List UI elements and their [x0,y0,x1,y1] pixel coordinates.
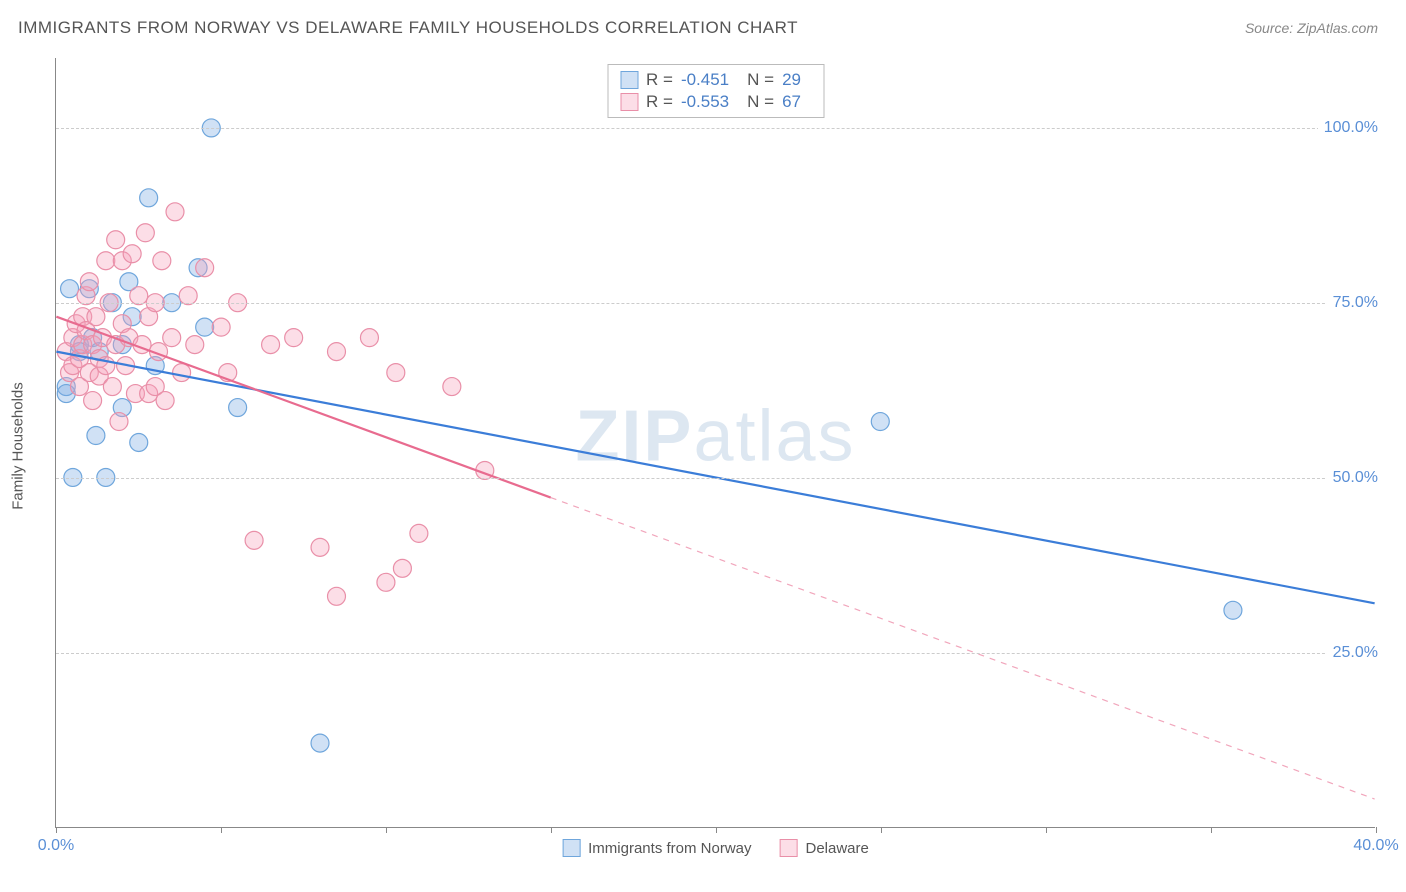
gridline [56,303,1375,304]
scatter-point [328,343,346,361]
scatter-point [61,280,79,298]
legend-label: Immigrants from Norway [588,840,751,857]
stats-row: R = -0.451 N = 29 [620,69,811,91]
scatter-point [328,587,346,605]
scatter-point [245,531,263,549]
x-tick [1046,827,1047,833]
y-tick-label: 25.0% [1327,644,1378,662]
stat-n-value: 29 [782,70,801,90]
stats-legend: R = -0.451 N = 29 R = -0.553 N = 67 [607,64,824,118]
scatter-point [110,413,128,431]
scatter-point [173,364,191,382]
y-tick-label: 50.0% [1327,469,1378,487]
scatter-point [285,329,303,347]
y-tick-label: 100.0% [1318,119,1378,137]
stat-label: R = [646,92,673,112]
scatter-point [103,378,121,396]
gridline [56,478,1375,479]
legend-swatch [779,839,797,857]
scatter-point [196,259,214,277]
scatter-point [87,308,105,326]
stat-label: N = [747,70,774,90]
scatter-point [871,413,889,431]
scatter-point [229,399,247,417]
scatter-point [377,573,395,591]
scatter-point [153,252,171,270]
stat-label: N = [747,92,774,112]
scatter-point [1224,601,1242,619]
scatter-point [360,329,378,347]
series-legend: Immigrants from Norway Delaware [562,839,869,857]
x-tick-label: 0.0% [38,837,74,855]
scatter-point [130,287,148,305]
scatter-point [166,203,184,221]
stat-n-value: 67 [782,92,801,112]
chart-title: IMMIGRANTS FROM NORWAY VS DELAWARE FAMIL… [18,18,798,38]
x-tick [716,827,717,833]
scatter-point [212,318,230,336]
scatter-point [443,378,461,396]
scatter-point [186,336,204,354]
stat-label: R = [646,70,673,90]
stat-r-value: -0.553 [681,92,729,112]
scatter-point [87,427,105,445]
legend-swatch [620,71,638,89]
trend-line-extrapolated [551,498,1375,799]
stat-r-value: -0.451 [681,70,729,90]
gridline [56,653,1375,654]
legend-swatch [620,93,638,111]
stats-row: R = -0.553 N = 67 [620,91,811,113]
scatter-point [311,538,329,556]
source-label: Source: ZipAtlas.com [1245,20,1378,36]
scatter-point [196,318,214,336]
scatter-point [311,734,329,752]
x-tick [56,827,57,833]
scatter-point [84,392,102,410]
x-tick [221,827,222,833]
scatter-point [80,273,98,291]
legend-swatch [562,839,580,857]
y-axis-label: Family Households [10,382,27,510]
scatter-point [262,336,280,354]
scatter-point [107,231,125,249]
scatter-point [410,524,428,542]
scatter-point [163,329,181,347]
legend-item: Immigrants from Norway [562,839,751,857]
scatter-point [393,559,411,577]
scatter-point [387,364,405,382]
scatter-point [123,245,141,263]
x-tick [881,827,882,833]
x-tick [1211,827,1212,833]
legend-label: Delaware [805,840,868,857]
scatter-point [179,287,197,305]
y-tick-label: 75.0% [1327,294,1378,312]
scatter-point [97,252,115,270]
scatter-point [140,189,158,207]
chart-svg [56,58,1375,827]
x-tick [1376,827,1377,833]
x-tick [551,827,552,833]
scatter-point [136,224,154,242]
gridline [56,128,1375,129]
scatter-point [156,392,174,410]
legend-item: Delaware [779,839,868,857]
x-tick-label: 40.0% [1353,837,1398,855]
x-tick [386,827,387,833]
plot-area: ZIPatlas R =-0.451N =29R =-0.553N =67 Im… [55,58,1375,828]
scatter-point [130,434,148,452]
